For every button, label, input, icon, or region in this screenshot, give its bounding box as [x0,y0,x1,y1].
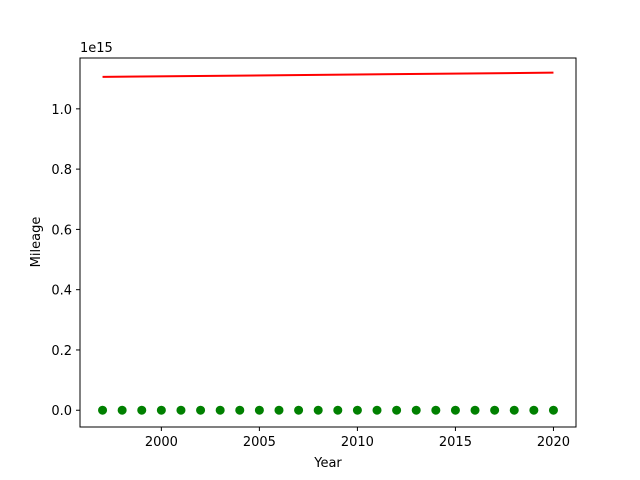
x-tick-label: 2015 [439,435,472,450]
x-axis-label: Year [313,456,342,471]
scatter-point [176,405,186,415]
x-tick-label: 2000 [145,435,178,450]
x-axis: 2000 2005 2010 2015 2020 [145,427,570,450]
scatter-point [372,405,382,415]
scatter-point [235,405,245,415]
y-tick-label: 0.2 [51,344,72,359]
x-tick-label: 2010 [341,435,374,450]
y-tick-label: 0.8 [51,163,72,178]
scatter-point [333,405,343,415]
scatter-point [313,405,323,415]
y-tick-label: 0.4 [51,284,72,299]
scatter-point [411,405,421,415]
y-tick-label: 1.0 [51,103,72,118]
x-tick-label: 2005 [243,435,276,450]
scatter-point [352,405,362,415]
y-axis: 0.0 0.2 0.4 0.6 0.8 1.0 [51,103,80,419]
scatter-point [117,405,127,415]
scatter-point [137,405,147,415]
y-tick-label: 0.0 [51,404,72,419]
trend-line [102,71,554,78]
scatter-point [215,405,225,415]
y-axis-label: Mileage [29,217,44,268]
scatter-point [450,405,460,415]
scatter-point [470,405,480,415]
y-offset-text: 1e15 [80,41,113,56]
scatter-point [392,405,402,415]
scatter-point [294,405,304,415]
x-tick-label: 2020 [537,435,570,450]
plot-area [98,71,558,415]
scatter-point [548,405,558,415]
scatter-point [196,405,206,415]
y-tick-label: 0.6 [51,223,72,238]
scatter-point [529,405,539,415]
scatter-point [431,405,441,415]
scatter-point [509,405,519,415]
scatter-point [274,405,284,415]
axes-frame [79,57,577,428]
scatter-point [490,405,500,415]
scatter-point [254,405,264,415]
scatter-point [98,405,108,415]
scatter-point [156,405,166,415]
